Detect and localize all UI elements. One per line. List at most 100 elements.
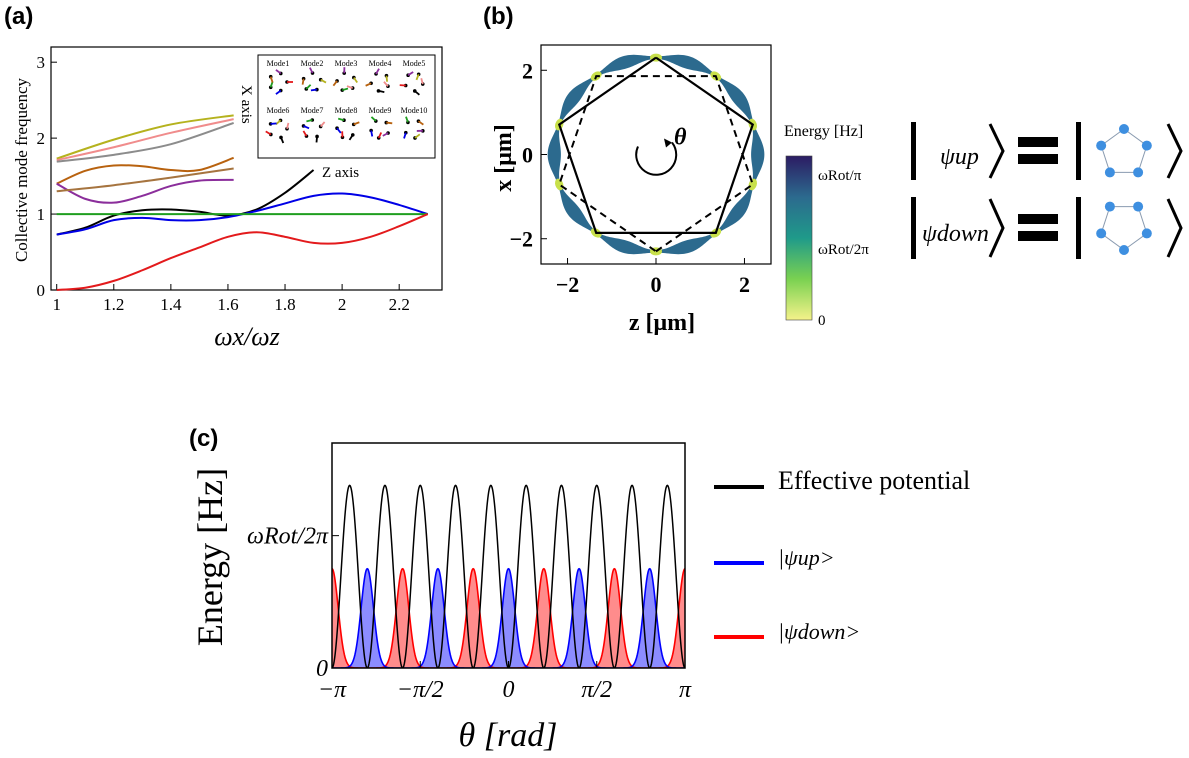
rotation-symbol: θ [674,125,687,151]
ion-dot [1096,140,1107,151]
panel-c-plot [332,484,685,668]
y-tick-label: 2 [37,129,46,148]
x-tick-label: 2 [338,295,347,314]
inset-mode-arrow [414,90,420,96]
inset-mode-arrow [302,130,308,137]
x-tick-label: π/2 [581,677,612,703]
x-tick-label: 2 [739,272,750,297]
inset-mode-label: Mode5 [403,59,426,68]
series-line-5 [56,178,234,204]
y-tick-label: 0 [522,143,533,168]
panel-c-xlabel: θ [rad] [459,717,558,754]
x-tick-label: −2 [556,272,580,297]
legend-label-down: |ψdown> [778,619,860,644]
inset-mode-label: Mode7 [301,106,324,115]
y-tick-label: ωRot/2π [247,524,329,550]
state-label-up: ψup [940,144,979,170]
ion-dot [1119,245,1129,255]
inset-mode-arrow [353,77,358,84]
inset-mode-arrow [382,132,389,137]
series-line-4 [56,156,234,185]
state-equation-down: ψdown [911,197,1183,259]
inset-z-axis-label: Z axis [322,165,359,181]
colorbar-tick-mid: ωRot/2π [818,242,869,258]
effective-potential-line [332,484,685,668]
pentagon-solid [557,56,755,234]
pentagon-icon-up [1096,124,1152,178]
inset-mode-arrow [286,122,290,129]
mode-inset: Mode1 Mode2 Mode3 Mode4 Mode5 Mode6 Mode7 Mode8… [238,54,436,181]
ion-dot [1133,167,1144,178]
colorbar-title: Energy [Hz] [784,123,863,140]
inset-mode-label: Mode2 [301,59,324,68]
inset-mode-arrow [269,81,274,88]
colorbar-tick-top: ωRot/π [818,168,862,184]
inset-mode-label: Mode1 [267,59,290,68]
inset-mode-arrow [405,116,409,123]
y-tick-label: 0 [316,656,328,682]
inset-mode-arrow [306,119,313,123]
series-line-10 [56,213,429,291]
inset-mode-arrow [385,75,389,82]
inset-mode-arrow [275,89,282,95]
ion-dot [1141,140,1152,151]
x-tick-label: 2.2 [389,295,410,314]
inset-mode-arrow [275,119,282,125]
inset-mode-arrow [353,121,360,126]
x-tick-label: 1 [52,295,61,314]
inset-mode-arrow [310,88,317,92]
inset-mode-arrow [319,121,326,128]
series-line-6 [56,167,234,193]
colorbar-tick-bottom: 0 [818,313,826,329]
inset-mode-arrow [309,67,314,74]
psi-down-fill [332,568,685,668]
inset-mode-arrow [383,81,389,87]
pentagon-outline [1100,206,1148,251]
inset-mode-arrow [370,130,374,137]
rotation-arrowhead [664,138,672,148]
colorbar [785,155,813,321]
y-tick-label: 2 [522,58,533,83]
legend-label-up: |ψup> [778,545,835,570]
inset-mode-arrow [315,136,318,143]
pentagon-icon-down [1096,201,1152,255]
series-line-3 [56,121,234,163]
inset-mode-arrow [275,69,282,75]
panel-a-xlabel: ωx/ωz [214,322,280,351]
inset-mode-arrow [348,134,354,141]
inset-mode-label: Mode9 [369,106,392,115]
ring-hotspot [555,178,564,191]
x-tick-label: 1.6 [217,295,238,314]
inset-mode-arrow [346,85,353,89]
y-tick-label: −2 [509,227,533,252]
pentagon-dashed [558,75,754,253]
ring-hotspot [748,178,757,191]
ion-dot [1119,124,1129,134]
panel-b-ylabel: x [μm] [491,124,517,192]
panel-label-c: (c) [189,425,218,452]
x-tick-label: 1.8 [274,295,295,314]
pentagon-outline [1100,128,1148,173]
inset-mode-arrow [415,73,420,81]
inset-mode-arrow [417,120,424,126]
inset-mode-arrow [407,71,414,76]
panel-a-ylabel: Collective mode frequency [12,77,31,262]
inset-mode-arrow [386,121,393,125]
inset-x-axis-label: X axis [238,85,254,124]
ion-dot [1133,201,1144,212]
panel-c-ticks: −π −π/2 0 π/2 π 0 ωRot/2π [247,524,692,703]
panel-b-xlabel: z [μm] [629,310,695,336]
inset-mode-arrow [375,68,380,75]
inset-mode-arrow [280,137,285,144]
psi-down-line [332,567,685,668]
x-tick-label: −π/2 [397,677,444,703]
inset-mode-arrow [403,132,407,139]
inset-mode-label: Mode3 [335,59,358,68]
panel-label-b: (b) [483,3,514,30]
series-line-2 [56,118,234,162]
panel-c-ylabel: Energy [Hz] [190,468,230,646]
state-equation-up: ψup [911,122,1183,180]
x-tick-label: 1.2 [103,295,124,314]
ion-dot [1096,228,1107,239]
